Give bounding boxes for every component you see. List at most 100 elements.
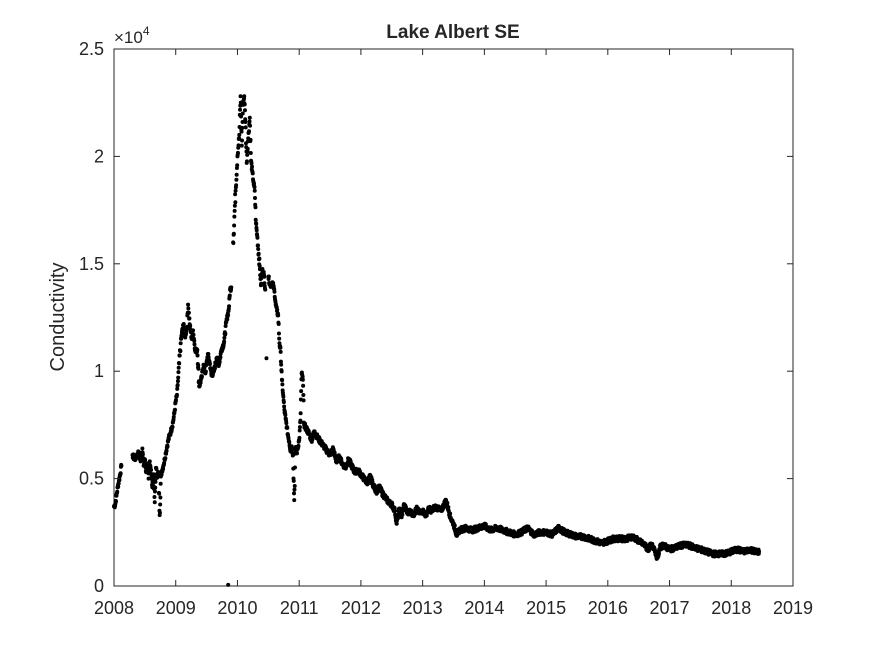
data-point xyxy=(250,164,255,169)
data-point xyxy=(240,120,245,125)
x-tick-label: 2011 xyxy=(280,598,319,618)
data-point xyxy=(259,281,264,286)
data-point xyxy=(272,289,277,294)
data-point xyxy=(296,443,301,448)
data-point xyxy=(119,463,124,468)
data-point xyxy=(152,500,157,505)
data-point xyxy=(184,331,189,336)
data-point xyxy=(233,192,238,197)
data-point xyxy=(196,366,201,371)
data-point xyxy=(239,129,244,134)
data-point xyxy=(235,150,240,155)
data-point xyxy=(171,414,176,419)
data-point xyxy=(250,171,255,176)
x-tick-label: 2010 xyxy=(217,598,257,618)
x-tick-label: 2008 xyxy=(94,598,134,618)
data-point xyxy=(277,336,282,341)
data-point xyxy=(292,465,297,470)
x-tick-label: 2016 xyxy=(588,598,628,618)
data-point xyxy=(392,508,397,513)
data-point xyxy=(281,394,286,399)
data-point xyxy=(281,400,286,405)
data-point xyxy=(231,241,236,246)
data-point xyxy=(292,483,297,488)
data-point xyxy=(252,196,257,201)
data-point xyxy=(175,386,180,391)
data-point xyxy=(186,306,191,311)
data-point xyxy=(163,456,168,461)
plot-area xyxy=(113,48,794,587)
data-point xyxy=(157,491,162,496)
data-point xyxy=(248,123,253,128)
x-tick-label: 2019 xyxy=(773,598,813,618)
data-point xyxy=(186,310,191,315)
data-point xyxy=(195,353,200,358)
data-point xyxy=(284,421,289,426)
data-point xyxy=(178,349,183,354)
x-tick-label: 2013 xyxy=(403,598,443,618)
data-point xyxy=(158,481,163,486)
data-point xyxy=(275,307,280,312)
data-point xyxy=(115,489,120,494)
data-point xyxy=(232,214,237,219)
data-point xyxy=(294,451,299,456)
data-point xyxy=(297,435,302,440)
data-point xyxy=(287,440,292,445)
data-point xyxy=(392,505,397,510)
data-point xyxy=(256,246,261,251)
data-point xyxy=(232,203,237,208)
data-point xyxy=(238,107,243,112)
data-point xyxy=(242,108,247,113)
x-tick-label: 2009 xyxy=(156,598,196,618)
data-point xyxy=(245,152,250,157)
x-tick-label: 2014 xyxy=(464,598,504,618)
chart-title: Lake Albert SE xyxy=(386,22,519,43)
data-point xyxy=(229,285,234,290)
data-point xyxy=(257,263,262,268)
data-point xyxy=(280,378,285,383)
data-point xyxy=(240,125,245,130)
data-point xyxy=(177,353,182,358)
data-point xyxy=(176,370,181,375)
data-point xyxy=(395,516,400,521)
data-point xyxy=(151,472,156,477)
data-point xyxy=(116,484,121,489)
data-point xyxy=(400,512,405,517)
data-point xyxy=(186,302,191,307)
data-point xyxy=(170,425,175,429)
data-point xyxy=(424,513,429,518)
x-axis: 2008 2009 2010 2011 2012 2013 2014 2015 2016 2017… xyxy=(94,49,813,618)
data-point xyxy=(446,505,451,510)
data-point xyxy=(279,369,284,374)
data-point xyxy=(278,359,283,364)
data-point xyxy=(235,163,240,168)
data-point xyxy=(158,502,163,507)
data-points xyxy=(112,94,762,587)
data-point xyxy=(283,412,288,417)
data-point xyxy=(207,362,212,367)
data-point xyxy=(172,407,177,412)
data-point xyxy=(263,287,268,292)
data-point xyxy=(174,392,179,397)
data-point xyxy=(247,115,252,120)
data-point xyxy=(278,349,283,354)
data-point xyxy=(212,366,217,371)
data-point xyxy=(300,377,305,382)
y-axis: 0 0.5 1 1.5 2 2.5 xyxy=(79,39,793,596)
data-point xyxy=(253,205,258,210)
data-point xyxy=(252,188,257,193)
x-tick-label: 2018 xyxy=(711,598,751,618)
data-point xyxy=(255,235,260,240)
y-tick-label: 2 xyxy=(94,146,104,166)
data-point xyxy=(239,143,244,148)
x-tick-label: 2017 xyxy=(650,598,690,618)
data-point xyxy=(298,411,303,416)
data-point xyxy=(257,256,262,261)
data-point xyxy=(252,181,256,186)
x-tick-label: 2015 xyxy=(526,598,566,618)
data-point xyxy=(136,449,141,454)
data-point xyxy=(329,452,334,457)
data-point xyxy=(254,221,259,226)
